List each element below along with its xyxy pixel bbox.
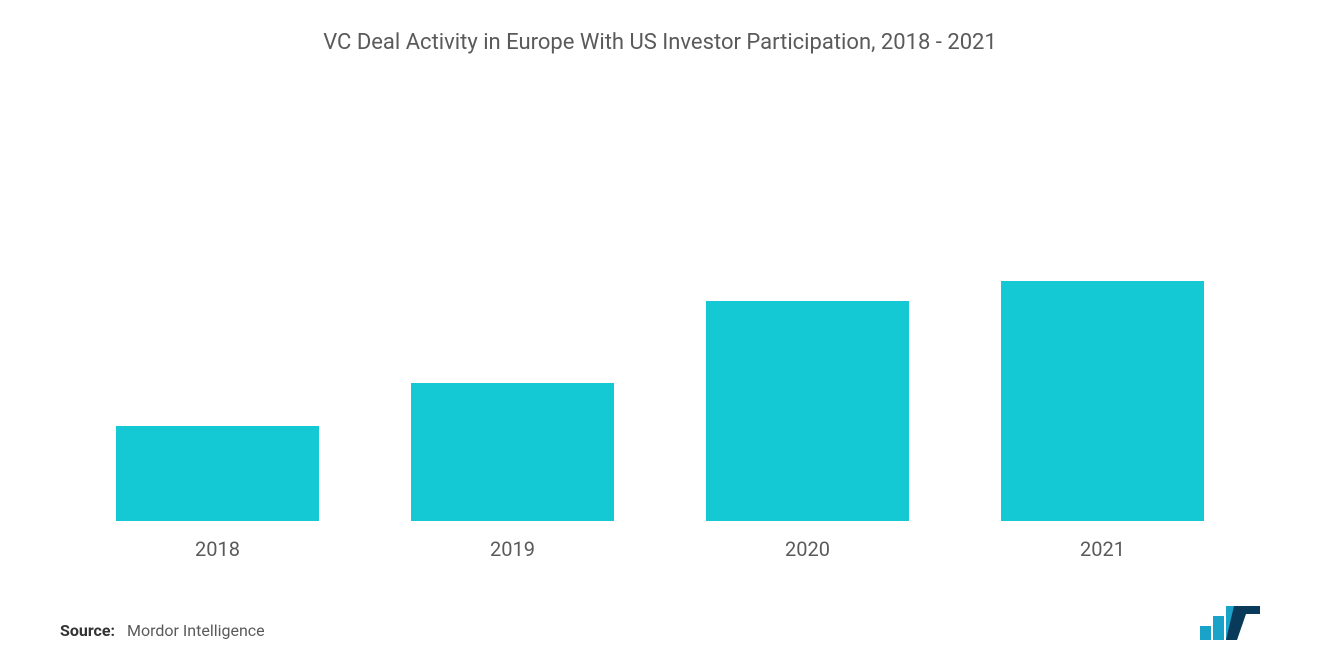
x-tick-label: 2021 — [1080, 537, 1125, 561]
bar — [706, 301, 908, 521]
bar-group: 2019 — [383, 383, 643, 561]
bar-group: 2018 — [88, 426, 348, 561]
x-tick-label: 2019 — [490, 537, 535, 561]
bar — [411, 383, 613, 521]
mordor-logo-icon — [1200, 606, 1260, 640]
chart-title: VC Deal Activity in Europe With US Inves… — [50, 30, 1270, 55]
x-tick-label: 2018 — [195, 537, 240, 561]
plot-area: 2018 2019 2020 2021 — [50, 105, 1270, 561]
source-line: Source: Mordor Intelligence — [60, 621, 265, 640]
bar-group: 2021 — [973, 281, 1233, 561]
chart-footer: Source: Mordor Intelligence — [50, 606, 1270, 640]
source-label: Source: — [60, 621, 115, 640]
source-value: Mordor Intelligence — [127, 621, 265, 640]
bar-group: 2020 — [678, 301, 938, 561]
bar — [1001, 281, 1203, 521]
chart-container: VC Deal Activity in Europe With US Inves… — [0, 0, 1320, 665]
bar — [116, 426, 318, 521]
x-tick-label: 2020 — [785, 537, 830, 561]
